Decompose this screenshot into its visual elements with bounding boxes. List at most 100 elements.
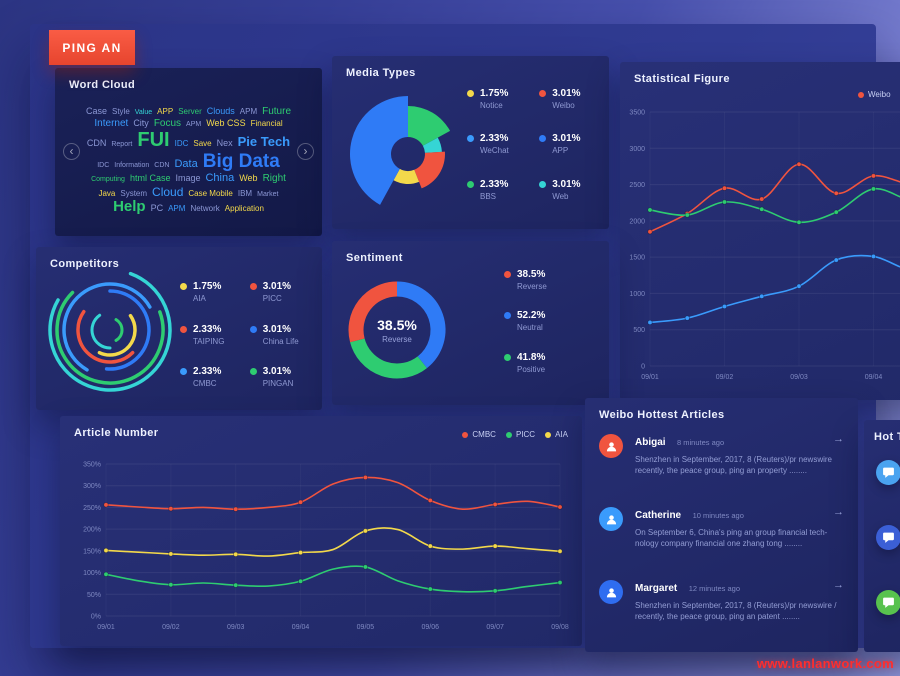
article-item[interactable]: Catherine 10 minutes ago → On September …: [585, 505, 858, 565]
svg-text:100%: 100%: [83, 570, 101, 577]
svg-text:350%: 350%: [83, 462, 101, 469]
hot-channel-button[interactable]: [876, 590, 900, 615]
word-cloud-word: Case Mobile: [188, 188, 233, 198]
article-time: 10 minutes ago: [692, 511, 744, 520]
legend-label: Notice: [480, 101, 503, 110]
legend-value: 3.01%: [262, 323, 292, 335]
svg-text:09/06: 09/06: [422, 624, 440, 631]
legend-label: China Life: [262, 336, 299, 346]
svg-text:0%: 0%: [91, 614, 101, 621]
legend-value: 3.01%: [552, 88, 581, 99]
legend-dot-icon: [467, 135, 474, 143]
word-cloud-word: IDC: [174, 139, 189, 149]
word-cloud-word: China: [205, 172, 235, 185]
legend-item: 1.75% AIA: [180, 281, 238, 324]
avatar: [599, 434, 623, 458]
word-cloud-word: Computing: [91, 176, 125, 184]
legend-label: TAIPING: [193, 336, 225, 346]
article-open-arrow[interactable]: →: [833, 579, 844, 591]
sentiment-donut-chart: [348, 281, 446, 379]
word-cloud-word: CDN: [154, 162, 170, 170]
article-number-panel: Article Number CMBC PICC AIA 0% 50% 100% 15…: [60, 416, 582, 646]
legend-dot-icon: [462, 431, 469, 438]
statistical-figure-panel: Statistical Figure Weibo 0 500 1000 1500 200…: [620, 62, 900, 400]
legend-label: Positive: [517, 364, 546, 374]
legend-item: 3.01% PICC: [249, 281, 312, 324]
article-snippet: Shenzhen in September, 2017, 8 (Reuters)…: [635, 601, 837, 622]
weibo-hottest-articles-title: Weibo Hottest Articles: [599, 409, 725, 421]
svg-text:09/04: 09/04: [865, 374, 883, 381]
hot-channel-button[interactable]: [876, 525, 900, 550]
word-cloud-word: Pie Tech: [237, 134, 291, 150]
legend-dot-icon: [249, 283, 257, 290]
legend-dot-icon: [249, 368, 257, 376]
word-cloud-prev-button[interactable]: ‹: [63, 143, 80, 160]
avatar: [599, 507, 623, 531]
chart-legend-item: PICC: [505, 430, 535, 439]
word-cloud-next-button[interactable]: ›: [297, 143, 314, 160]
article-open-arrow[interactable]: →: [833, 433, 844, 445]
svg-text:50%: 50%: [87, 592, 101, 599]
svg-text:09/02: 09/02: [716, 374, 734, 381]
legend-label: Neutral: [517, 323, 543, 333]
word-cloud-word: Save: [193, 139, 212, 149]
legend-label: AIA: [193, 294, 206, 303]
article-author: Catherine: [635, 510, 682, 521]
article-number-title: Article Number: [74, 427, 159, 439]
article-snippet: Shenzhen in September, 2017, 8 (Reuters)…: [635, 455, 832, 476]
legend-value: 3.01%: [262, 281, 292, 292]
article-item[interactable]: Margaret 12 minutes ago → Shenzhen in Se…: [585, 578, 858, 638]
legend-value: 2.33%: [480, 178, 509, 190]
word-cloud-word: Server: [178, 107, 202, 117]
svg-text:3000: 3000: [629, 146, 645, 153]
hot-topics-title: Hot T: [874, 431, 900, 443]
legend-label: APP: [552, 146, 569, 156]
word-cloud-word: Java: [98, 188, 116, 198]
legend-label: BBS: [480, 191, 497, 201]
svg-text:250%: 250%: [83, 505, 101, 512]
legend-item: 41.8% Positive: [504, 352, 604, 393]
word-cloud-word: System: [120, 188, 148, 198]
legend-dot-icon: [180, 368, 187, 376]
legend-dot-icon: [858, 91, 864, 98]
svg-text:0: 0: [641, 364, 645, 371]
legend-label: PICC: [262, 294, 282, 303]
legend-item: 3.01% China Life: [249, 323, 312, 367]
legend-item: 2.33% BBS: [467, 179, 527, 224]
person-icon: [606, 514, 616, 524]
chat-icon: [883, 597, 894, 608]
competitors-title: Competitors: [50, 258, 120, 270]
svg-text:300%: 300%: [83, 483, 101, 490]
article-time: 12 minutes ago: [688, 584, 740, 593]
legend-dot-icon: [467, 180, 474, 188]
svg-text:2500: 2500: [629, 182, 645, 189]
article-open-arrow[interactable]: →: [833, 506, 844, 518]
word-cloud-word: PC: [150, 203, 164, 214]
word-cloud-word: Cloud: [152, 184, 184, 199]
svg-text:09/05: 09/05: [357, 624, 375, 631]
chat-icon: [883, 532, 894, 543]
legend-label: CMBC: [193, 379, 217, 389]
svg-text:09/01: 09/01: [97, 624, 115, 631]
article-number-legend: CMBC PICC AIA: [462, 430, 568, 439]
word-cloud-title: Word Cloud: [69, 79, 136, 91]
legend-dot-icon: [539, 135, 547, 143]
word-cloud-word: Image: [175, 173, 201, 184]
legend-dot-icon: [249, 325, 257, 333]
hot-channel-button[interactable]: [876, 460, 900, 485]
article-time: 8 minutes ago: [677, 438, 725, 447]
legend-label: PINGAN: [262, 379, 294, 389]
word-cloud-word: APM: [186, 120, 202, 128]
legend-value: 2.33%: [193, 323, 222, 335]
article-item[interactable]: Abigai 8 minutes ago → Shenzhen in Septe…: [585, 432, 858, 492]
svg-text:500: 500: [633, 327, 645, 334]
legend-value: 3.01%: [262, 366, 292, 378]
word-cloud-word: Help: [113, 198, 146, 216]
competitors-panel: Competitors 1.75% AIA 2.33% TAIPING 2.33…: [36, 247, 322, 410]
word-cloud-word: CDN: [86, 138, 107, 149]
svg-text:09/04: 09/04: [292, 624, 310, 631]
legend-label: Weibo: [868, 90, 891, 99]
chat-icon: [883, 467, 894, 478]
legend-dot-icon: [180, 283, 187, 290]
